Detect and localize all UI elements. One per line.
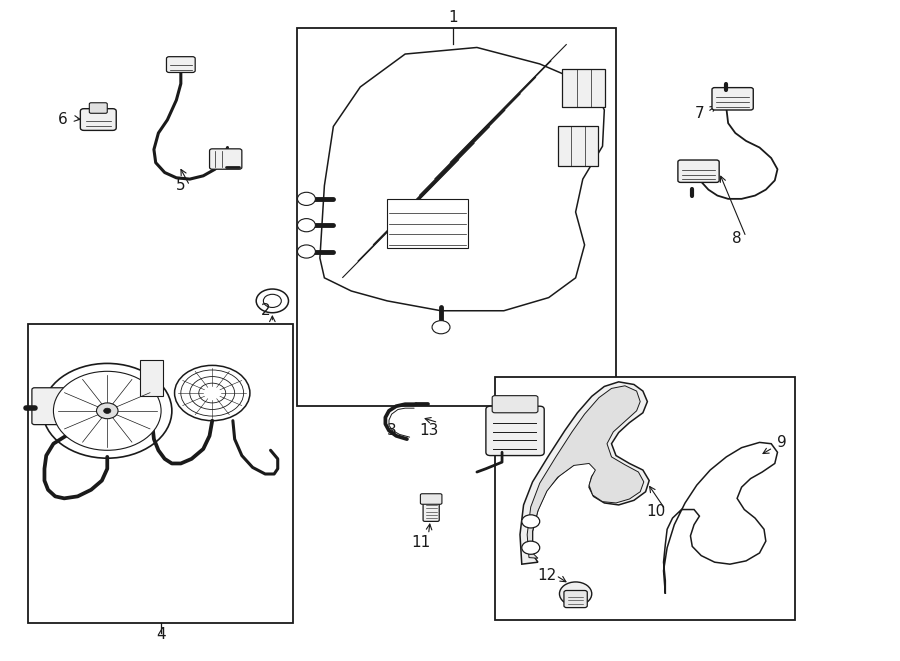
FancyBboxPatch shape [678, 160, 719, 182]
FancyBboxPatch shape [420, 494, 442, 504]
Polygon shape [520, 382, 649, 564]
FancyBboxPatch shape [210, 149, 242, 169]
Bar [298, 28, 616, 407]
Circle shape [53, 371, 161, 450]
Bar [28, 324, 293, 623]
Circle shape [298, 245, 315, 258]
Text: 2: 2 [261, 303, 271, 318]
Circle shape [175, 366, 250, 420]
Polygon shape [527, 386, 644, 559]
Circle shape [181, 370, 244, 416]
FancyBboxPatch shape [492, 396, 538, 412]
Bar [562, 69, 605, 106]
Circle shape [432, 321, 450, 334]
Circle shape [298, 192, 315, 206]
FancyBboxPatch shape [712, 88, 753, 110]
Polygon shape [320, 48, 604, 311]
Text: 10: 10 [647, 504, 666, 519]
Circle shape [42, 364, 172, 458]
Text: 1: 1 [448, 11, 457, 25]
FancyBboxPatch shape [423, 499, 439, 522]
FancyBboxPatch shape [486, 407, 544, 455]
Bar [495, 377, 796, 620]
Circle shape [256, 289, 289, 313]
Bar [558, 126, 598, 166]
Circle shape [264, 294, 282, 307]
Text: 9: 9 [777, 435, 787, 450]
Text: 4: 4 [157, 627, 166, 642]
Text: 5: 5 [176, 178, 185, 193]
Text: 13: 13 [419, 423, 439, 438]
Text: 11: 11 [411, 535, 431, 550]
Bar [140, 360, 163, 397]
Text: 12: 12 [537, 568, 556, 583]
FancyBboxPatch shape [564, 590, 588, 607]
Bar [387, 199, 468, 249]
FancyBboxPatch shape [89, 102, 107, 113]
Circle shape [96, 403, 118, 418]
FancyBboxPatch shape [80, 108, 116, 130]
FancyBboxPatch shape [166, 57, 195, 73]
Circle shape [199, 383, 226, 403]
FancyBboxPatch shape [32, 388, 73, 424]
Polygon shape [663, 442, 778, 594]
Circle shape [560, 582, 592, 605]
Circle shape [522, 515, 540, 528]
Circle shape [298, 219, 315, 232]
Circle shape [104, 408, 111, 413]
Text: 8: 8 [733, 231, 742, 246]
Text: 3: 3 [387, 423, 397, 438]
Text: 7: 7 [695, 106, 704, 121]
Circle shape [522, 541, 540, 555]
Circle shape [190, 377, 235, 409]
Text: 6: 6 [58, 112, 68, 128]
